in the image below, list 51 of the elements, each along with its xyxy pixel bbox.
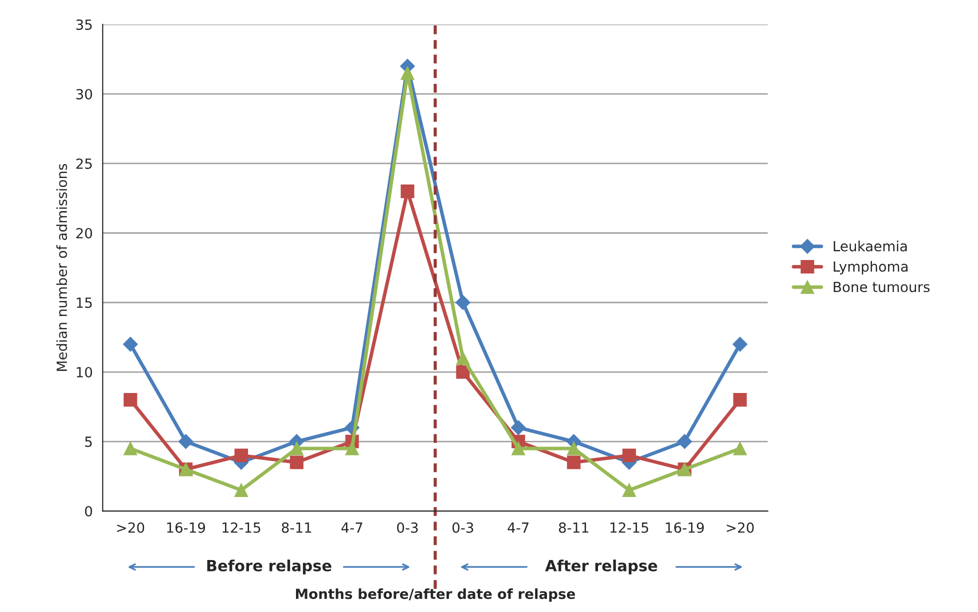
point [456, 365, 470, 379]
point [400, 66, 414, 80]
point [400, 184, 414, 198]
point [234, 483, 248, 497]
x-tick-label: 0-3 [452, 522, 474, 533]
point [123, 336, 138, 352]
x-tick-label: 12-15 [610, 522, 648, 533]
x-tick-label: >20 [117, 522, 144, 533]
point [124, 442, 138, 456]
y-tick-label: 10 [76, 366, 92, 378]
y-tick-label: 20 [76, 228, 92, 238]
legend-label: Lymphoma [834, 261, 908, 274]
y-axis-title: Median number of admissions [56, 164, 68, 371]
x-tick-label: 16-19 [167, 522, 206, 533]
point [512, 442, 526, 456]
x-tick-label: 16-19 [666, 522, 704, 533]
text: Before relapse [207, 560, 332, 574]
y-tick-label: 30 [76, 88, 92, 100]
x-tick-label: 8-11 [558, 522, 588, 533]
y-tick-label: 0 [85, 506, 92, 516]
y-tick-label: 25 [76, 158, 92, 169]
x-tick-label: 12-15 [222, 522, 260, 533]
x-tick-label: >20 [726, 522, 754, 533]
x-tick-label: 4-7 [508, 522, 528, 533]
legend-label: Bone tumours [834, 282, 930, 292]
point [566, 442, 581, 456]
point [566, 456, 581, 470]
y-tick-label: 15 [76, 298, 92, 308]
point [290, 456, 304, 470]
point [234, 448, 248, 462]
point [456, 295, 470, 310]
x-axis-title: Months before/after date of relapse [296, 588, 576, 602]
point [622, 448, 636, 462]
point [732, 336, 748, 352]
x-tick-label: 4-7 [341, 522, 362, 533]
point [290, 442, 304, 456]
point [677, 434, 692, 449]
y-tick-label: 35 [76, 19, 92, 30]
legend-label: Leukaemia [834, 240, 907, 252]
point [178, 434, 194, 449]
point [345, 442, 359, 456]
x-tick-label: 8-11 [282, 522, 312, 533]
point [510, 420, 526, 436]
x-tick-label: 0-3 [397, 522, 418, 533]
text: After relapse [545, 560, 658, 574]
point [733, 442, 747, 456]
point [733, 393, 747, 407]
point [456, 351, 470, 365]
point [622, 483, 636, 497]
point [124, 393, 138, 407]
y-tick-label: 5 [85, 436, 92, 447]
